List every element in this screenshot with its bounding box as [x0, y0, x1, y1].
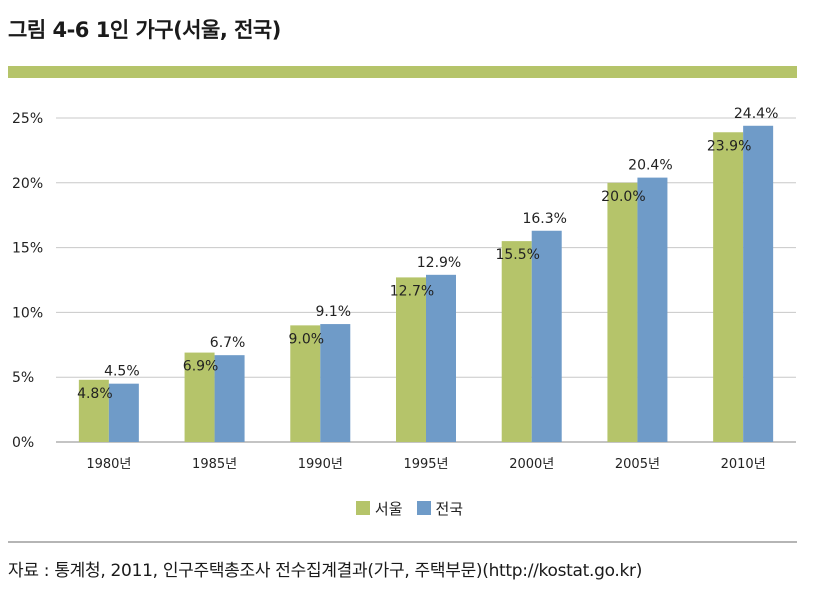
- bar-national: [531, 230, 562, 442]
- y-tick-label: 15%: [12, 241, 43, 257]
- x-tick-label: 2005년: [615, 457, 660, 472]
- x-tick-label: 1995년: [403, 457, 448, 472]
- bar-national: [108, 383, 139, 442]
- bar-seoul: [184, 352, 215, 442]
- data-label-national: 12.9%: [417, 255, 461, 271]
- y-tick-label: 0%: [12, 435, 34, 451]
- data-label-seoul: 4.8%: [77, 386, 113, 402]
- bar-national: [637, 177, 668, 442]
- x-tick-label: 1990년: [298, 457, 343, 472]
- bar-seoul: [607, 182, 638, 443]
- data-label-seoul: 23.9%: [707, 138, 751, 154]
- data-label-national: 4.5%: [104, 364, 140, 380]
- bar-seoul: [396, 277, 426, 442]
- legend-item-national: 전국: [416, 498, 464, 519]
- page-title: 그림 4-6 1인 가구(서울, 전국): [8, 18, 281, 42]
- title-rule: [8, 66, 797, 78]
- bar-seoul: [713, 132, 744, 443]
- bar-seoul: [501, 241, 532, 442]
- legend-swatch-seoul: [355, 501, 370, 515]
- legend-label-seoul: 서울: [374, 499, 403, 518]
- data-label-seoul: 12.7%: [390, 283, 434, 299]
- x-tick-label: 2010년: [721, 457, 766, 472]
- source-divider: [8, 541, 797, 543]
- y-tick-label: 20%: [12, 176, 43, 192]
- y-tick-label: 5%: [12, 370, 34, 386]
- y-tick-label: 25%: [12, 111, 43, 127]
- x-tick-label: 2000년: [509, 457, 554, 472]
- bar-national: [214, 355, 245, 442]
- data-label-seoul: 20.0%: [601, 189, 645, 205]
- legend-item-seoul: 서울: [355, 498, 403, 519]
- data-label-national: 9.1%: [315, 304, 351, 320]
- chart-legend: 서울 전국: [0, 496, 819, 520]
- data-label-national: 20.4%: [628, 158, 672, 174]
- data-label-seoul: 15.5%: [495, 247, 539, 263]
- bar-national: [743, 125, 774, 442]
- x-tick-label: 1985년: [192, 457, 237, 472]
- x-tick-label: 1980년: [86, 457, 131, 472]
- bar-seoul: [78, 379, 109, 442]
- data-label-seoul: 9.0%: [288, 331, 324, 347]
- data-label-seoul: 6.9%: [183, 359, 219, 375]
- legend-swatch-national: [416, 501, 431, 515]
- bar-seoul: [290, 325, 321, 442]
- bar-national: [426, 274, 456, 442]
- legend-label-national: 전국: [435, 499, 464, 518]
- y-tick-label: 10%: [12, 305, 43, 321]
- data-label-national: 16.3%: [522, 211, 566, 227]
- data-label-national: 24.4%: [734, 106, 778, 122]
- bar-national: [320, 324, 351, 442]
- bar-chart: 0% 5% 10% 15% 20% 25% 4.8% 4.5% 1980년 6.9% 6.7% 198…: [12, 106, 796, 472]
- data-label-national: 6.7%: [210, 335, 246, 351]
- source-note: 자료 : 통계청, 2011, 인구주택총조사 전수집계결과(가구, 주택부문)…: [8, 561, 643, 581]
